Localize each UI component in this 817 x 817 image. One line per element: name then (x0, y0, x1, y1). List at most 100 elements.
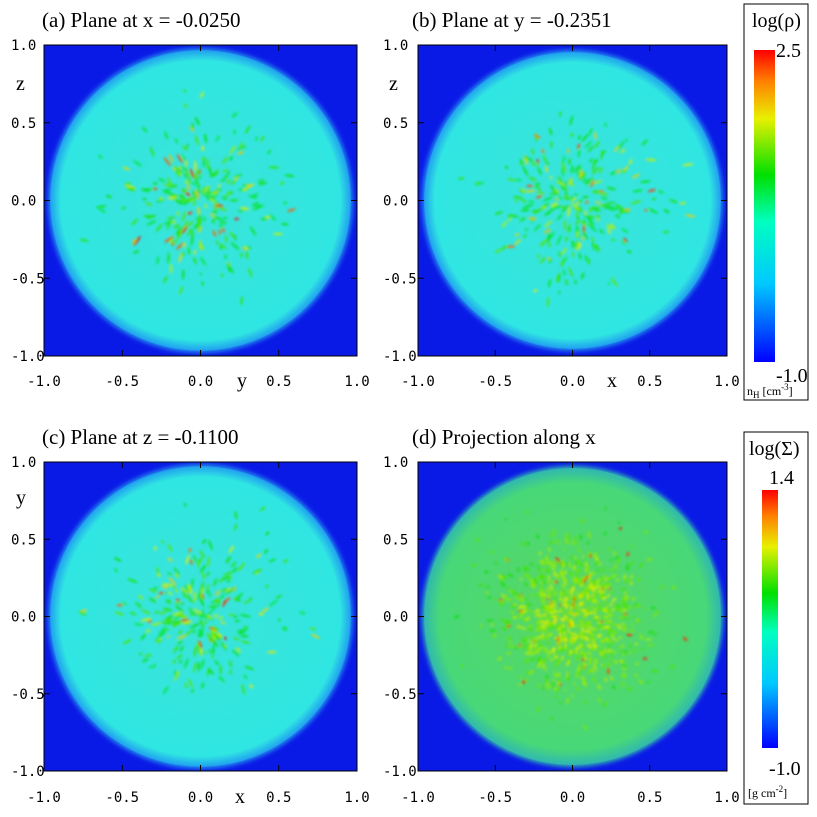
clump (564, 562, 568, 566)
clump (562, 623, 565, 629)
clump (147, 620, 152, 623)
clump (670, 585, 677, 589)
clump (549, 231, 555, 240)
clump (541, 581, 547, 585)
x-tick-label: -1.0 (27, 374, 61, 390)
clump (162, 686, 169, 695)
clump (267, 166, 280, 169)
clump (212, 632, 222, 640)
clump (608, 587, 612, 591)
clump (551, 205, 562, 209)
clump (571, 650, 576, 655)
cloud-map (422, 466, 723, 767)
panel-b: (b) Plane at y = -0.2351 -1.0 -0.5 0.0 0.5 1… (383, 8, 740, 392)
clump (576, 686, 580, 692)
clump (577, 607, 580, 610)
clump (602, 702, 606, 707)
clump (543, 629, 548, 633)
clump (113, 557, 122, 562)
y-axis-label: z (16, 73, 25, 95)
clump (220, 273, 224, 278)
clump (192, 554, 197, 564)
clump (584, 606, 590, 613)
clump (528, 200, 535, 203)
clump (559, 702, 562, 705)
clump (184, 103, 188, 109)
clump (523, 642, 526, 645)
clump (182, 251, 185, 256)
clump (551, 580, 555, 584)
clump (618, 210, 631, 213)
clump (578, 243, 582, 250)
x-tick-label: 0.5 (637, 790, 662, 806)
clump (589, 158, 594, 163)
clump (578, 235, 581, 239)
colorbar-unit: [g cm-2] (748, 784, 787, 800)
cloud-disk (424, 468, 721, 765)
clump (260, 136, 265, 142)
clump (193, 591, 197, 602)
clump (582, 681, 586, 686)
clump (525, 636, 530, 640)
clump (570, 196, 573, 200)
clump (222, 156, 229, 165)
clump (151, 622, 162, 626)
clump (682, 163, 694, 167)
clump (471, 564, 478, 567)
clump (219, 664, 222, 675)
clump (185, 594, 191, 598)
clump (549, 601, 553, 604)
clump (536, 534, 540, 539)
clump (539, 256, 546, 264)
clump (197, 206, 200, 215)
clump (226, 559, 229, 564)
clump (240, 296, 243, 306)
clump (188, 678, 194, 689)
clump (514, 239, 522, 245)
clump (167, 196, 177, 200)
clump (669, 665, 676, 668)
clump (612, 630, 616, 633)
clump (581, 555, 585, 558)
clump (207, 556, 210, 567)
clump (546, 232, 551, 244)
clump (567, 596, 571, 600)
clump (626, 606, 633, 610)
clump (245, 250, 249, 260)
clump (519, 162, 523, 165)
clump (555, 561, 558, 565)
clump (588, 584, 594, 588)
clump (223, 173, 228, 181)
y-tick-label: 0.0 (383, 610, 408, 626)
clump (138, 652, 142, 656)
clump (559, 562, 563, 567)
clump (525, 602, 533, 606)
y-tick-label: -1.0 (11, 349, 45, 365)
clump (581, 653, 586, 658)
clump (552, 679, 555, 682)
clump (122, 166, 131, 171)
clump (603, 601, 608, 605)
clump (620, 674, 626, 678)
clump (191, 229, 194, 238)
clump (564, 532, 568, 536)
clump (606, 608, 611, 612)
clump (580, 635, 585, 639)
clump (570, 632, 574, 636)
clump (197, 559, 200, 568)
clump (152, 182, 158, 185)
clump (682, 636, 688, 642)
clump (181, 211, 186, 222)
clump (188, 584, 193, 596)
clump (232, 649, 235, 654)
clump (586, 628, 592, 634)
clump (646, 680, 650, 685)
clump (522, 541, 525, 548)
clump (79, 238, 89, 242)
clump (541, 621, 548, 625)
clump (174, 605, 184, 613)
clump (631, 616, 635, 619)
clump (201, 572, 206, 580)
clump (267, 150, 272, 155)
clump (191, 191, 196, 195)
